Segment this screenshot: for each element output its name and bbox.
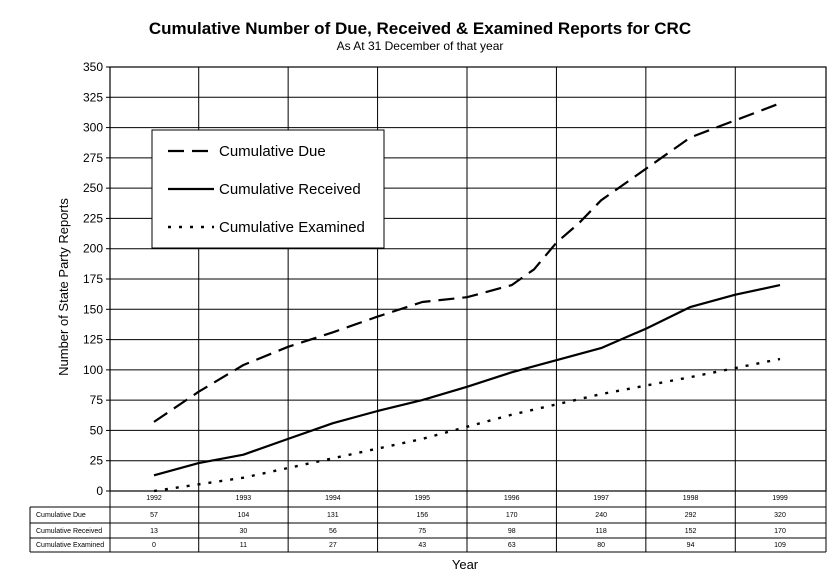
x-tick-label: 1999 (772, 495, 788, 502)
y-tick-label: 325 (83, 90, 103, 104)
table-cell: 57 (150, 512, 158, 519)
y-tick-label: 275 (83, 151, 103, 165)
table-cell: 109 (774, 542, 786, 549)
x-tick-label: 1993 (236, 495, 252, 502)
legend-label: Cumulative Examined (219, 219, 365, 236)
table-row-header: Cumulative Due (36, 512, 86, 519)
data-table: 1992 1993 1994 1995 1996 1997 1998 1999 Cumulati… (29, 490, 826, 553)
table-cell: 240 (595, 512, 607, 519)
series-line-due (153, 102, 781, 423)
table-cell: 11 (240, 542, 247, 549)
table-cell: 43 (418, 542, 426, 549)
y-tick-label: 50 (90, 423, 104, 437)
table-cell: 320 (774, 512, 786, 519)
y-tick-label: 150 (83, 302, 103, 316)
legend-label: Cumulative Due (219, 143, 326, 160)
table-cell: 27 (329, 542, 337, 549)
table-cell: 30 (240, 528, 248, 535)
table-cell: 94 (687, 542, 695, 549)
table-cell: 63 (508, 542, 516, 549)
x-tick-label: 1997 (593, 495, 609, 502)
series-line-examined (153, 357, 781, 493)
table-cell: 156 (416, 512, 428, 519)
table-cell: 0 (152, 542, 156, 549)
y-tick-label: 125 (83, 333, 103, 347)
table-cell: 131 (327, 512, 339, 519)
y-tick-label: 25 (90, 454, 104, 468)
y-tick-label: 350 (83, 60, 103, 74)
table-cell: 75 (418, 528, 426, 535)
x-axis-label: Year (452, 557, 479, 572)
legend-label: Cumulative Received (219, 181, 361, 198)
y-tick-label: 100 (83, 363, 103, 377)
chart-subtitle: As At 31 December of that year (337, 39, 504, 53)
y-tick-label: 300 (83, 121, 103, 135)
x-tick-label: 1996 (504, 495, 520, 502)
table-cell: 56 (329, 528, 337, 535)
y-tick-label: 75 (90, 393, 104, 407)
table-cell: 104 (238, 512, 250, 519)
table-cell: 118 (596, 528, 607, 535)
table-cell: 80 (597, 542, 605, 549)
x-tick-label: 1998 (683, 495, 699, 502)
y-tick-label: 0 (96, 484, 103, 498)
table-cell: 292 (685, 512, 697, 519)
series-line-received (153, 284, 781, 477)
table-cell: 13 (150, 528, 158, 535)
y-tick-label: 225 (83, 211, 103, 225)
table-cell: 152 (685, 528, 697, 535)
table-row-header: Cumulative Received (36, 528, 102, 535)
y-tick-label: 175 (83, 272, 103, 286)
chart-title: Cumulative Number of Due, Received & Exa… (149, 19, 691, 38)
x-tick-label: 1992 (146, 495, 162, 502)
legend: Cumulative Due Cumulative Received Cumulat… (151, 129, 385, 249)
table-row-header: Cumulative Examined (36, 542, 104, 549)
y-axis-label: Number of State Party Reports (56, 198, 71, 376)
y-tick-label: 250 (83, 181, 103, 195)
table-cell: 98 (508, 528, 516, 535)
table-cell: 170 (774, 528, 786, 535)
x-tick-label: 1994 (325, 495, 341, 502)
x-tick-label: 1995 (414, 495, 430, 502)
y-tick-label: 200 (83, 242, 103, 256)
table-cell: 170 (506, 512, 518, 519)
